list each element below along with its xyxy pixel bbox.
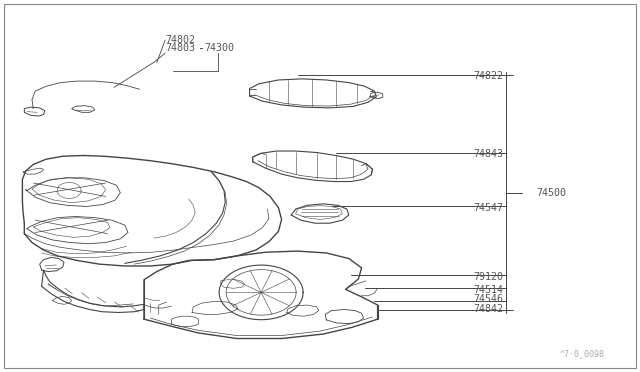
Text: 74514: 74514: [474, 285, 504, 295]
Text: 79120: 79120: [474, 272, 504, 282]
Text: 74842: 74842: [474, 304, 504, 314]
Text: 74843: 74843: [474, 150, 504, 159]
Text: 74803: 74803: [165, 43, 195, 52]
Text: 74547: 74547: [474, 203, 504, 213]
Text: 74822: 74822: [474, 71, 504, 81]
Text: 74300: 74300: [205, 43, 235, 52]
Text: ^7·0¸0098: ^7·0¸0098: [560, 349, 605, 358]
Text: 74546: 74546: [474, 295, 504, 304]
Text: 74802: 74802: [165, 35, 195, 45]
Text: 74500: 74500: [536, 188, 566, 198]
